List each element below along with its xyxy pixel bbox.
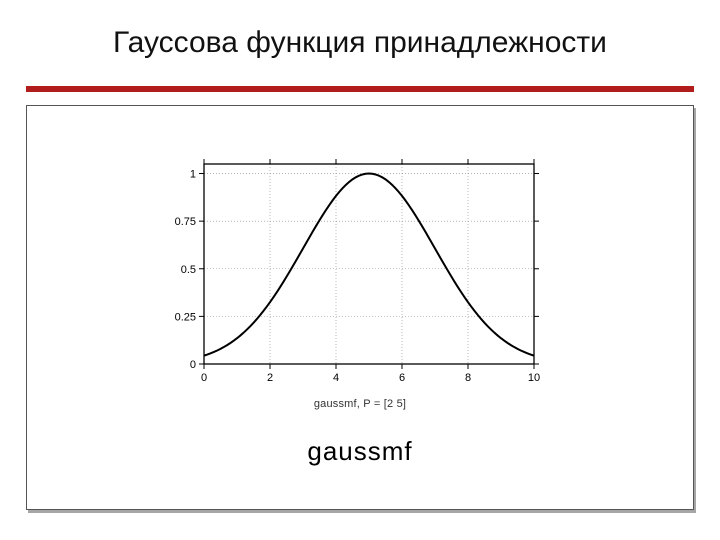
svg-text:0.5: 0.5 [181, 264, 196, 276]
svg-text:2: 2 [267, 372, 273, 384]
chart-x-caption: gaussmf, P = [2 5] [160, 398, 560, 410]
chart-container: 00.250.50.7510246810 gaussmf, P = [2 5] … [160, 150, 560, 467]
svg-text:10: 10 [528, 372, 540, 384]
title-underline-rule [26, 86, 694, 92]
svg-text:0: 0 [190, 359, 196, 371]
svg-text:0.75: 0.75 [175, 216, 196, 228]
svg-text:6: 6 [399, 372, 405, 384]
chart-big-label: gaussmf [160, 436, 560, 467]
gaussian-chart: 00.250.50.7510246810 [160, 150, 548, 392]
svg-text:1: 1 [190, 169, 196, 181]
slide: Гауссова функция принадлежности 0 0.25 0.5… [0, 0, 720, 540]
svg-text:0: 0 [201, 372, 207, 384]
svg-text:8: 8 [465, 372, 471, 384]
svg-text:0.25: 0.25 [175, 311, 196, 323]
svg-text:4: 4 [333, 372, 339, 384]
slide-title: Гауссова функция принадлежности [0, 26, 720, 60]
